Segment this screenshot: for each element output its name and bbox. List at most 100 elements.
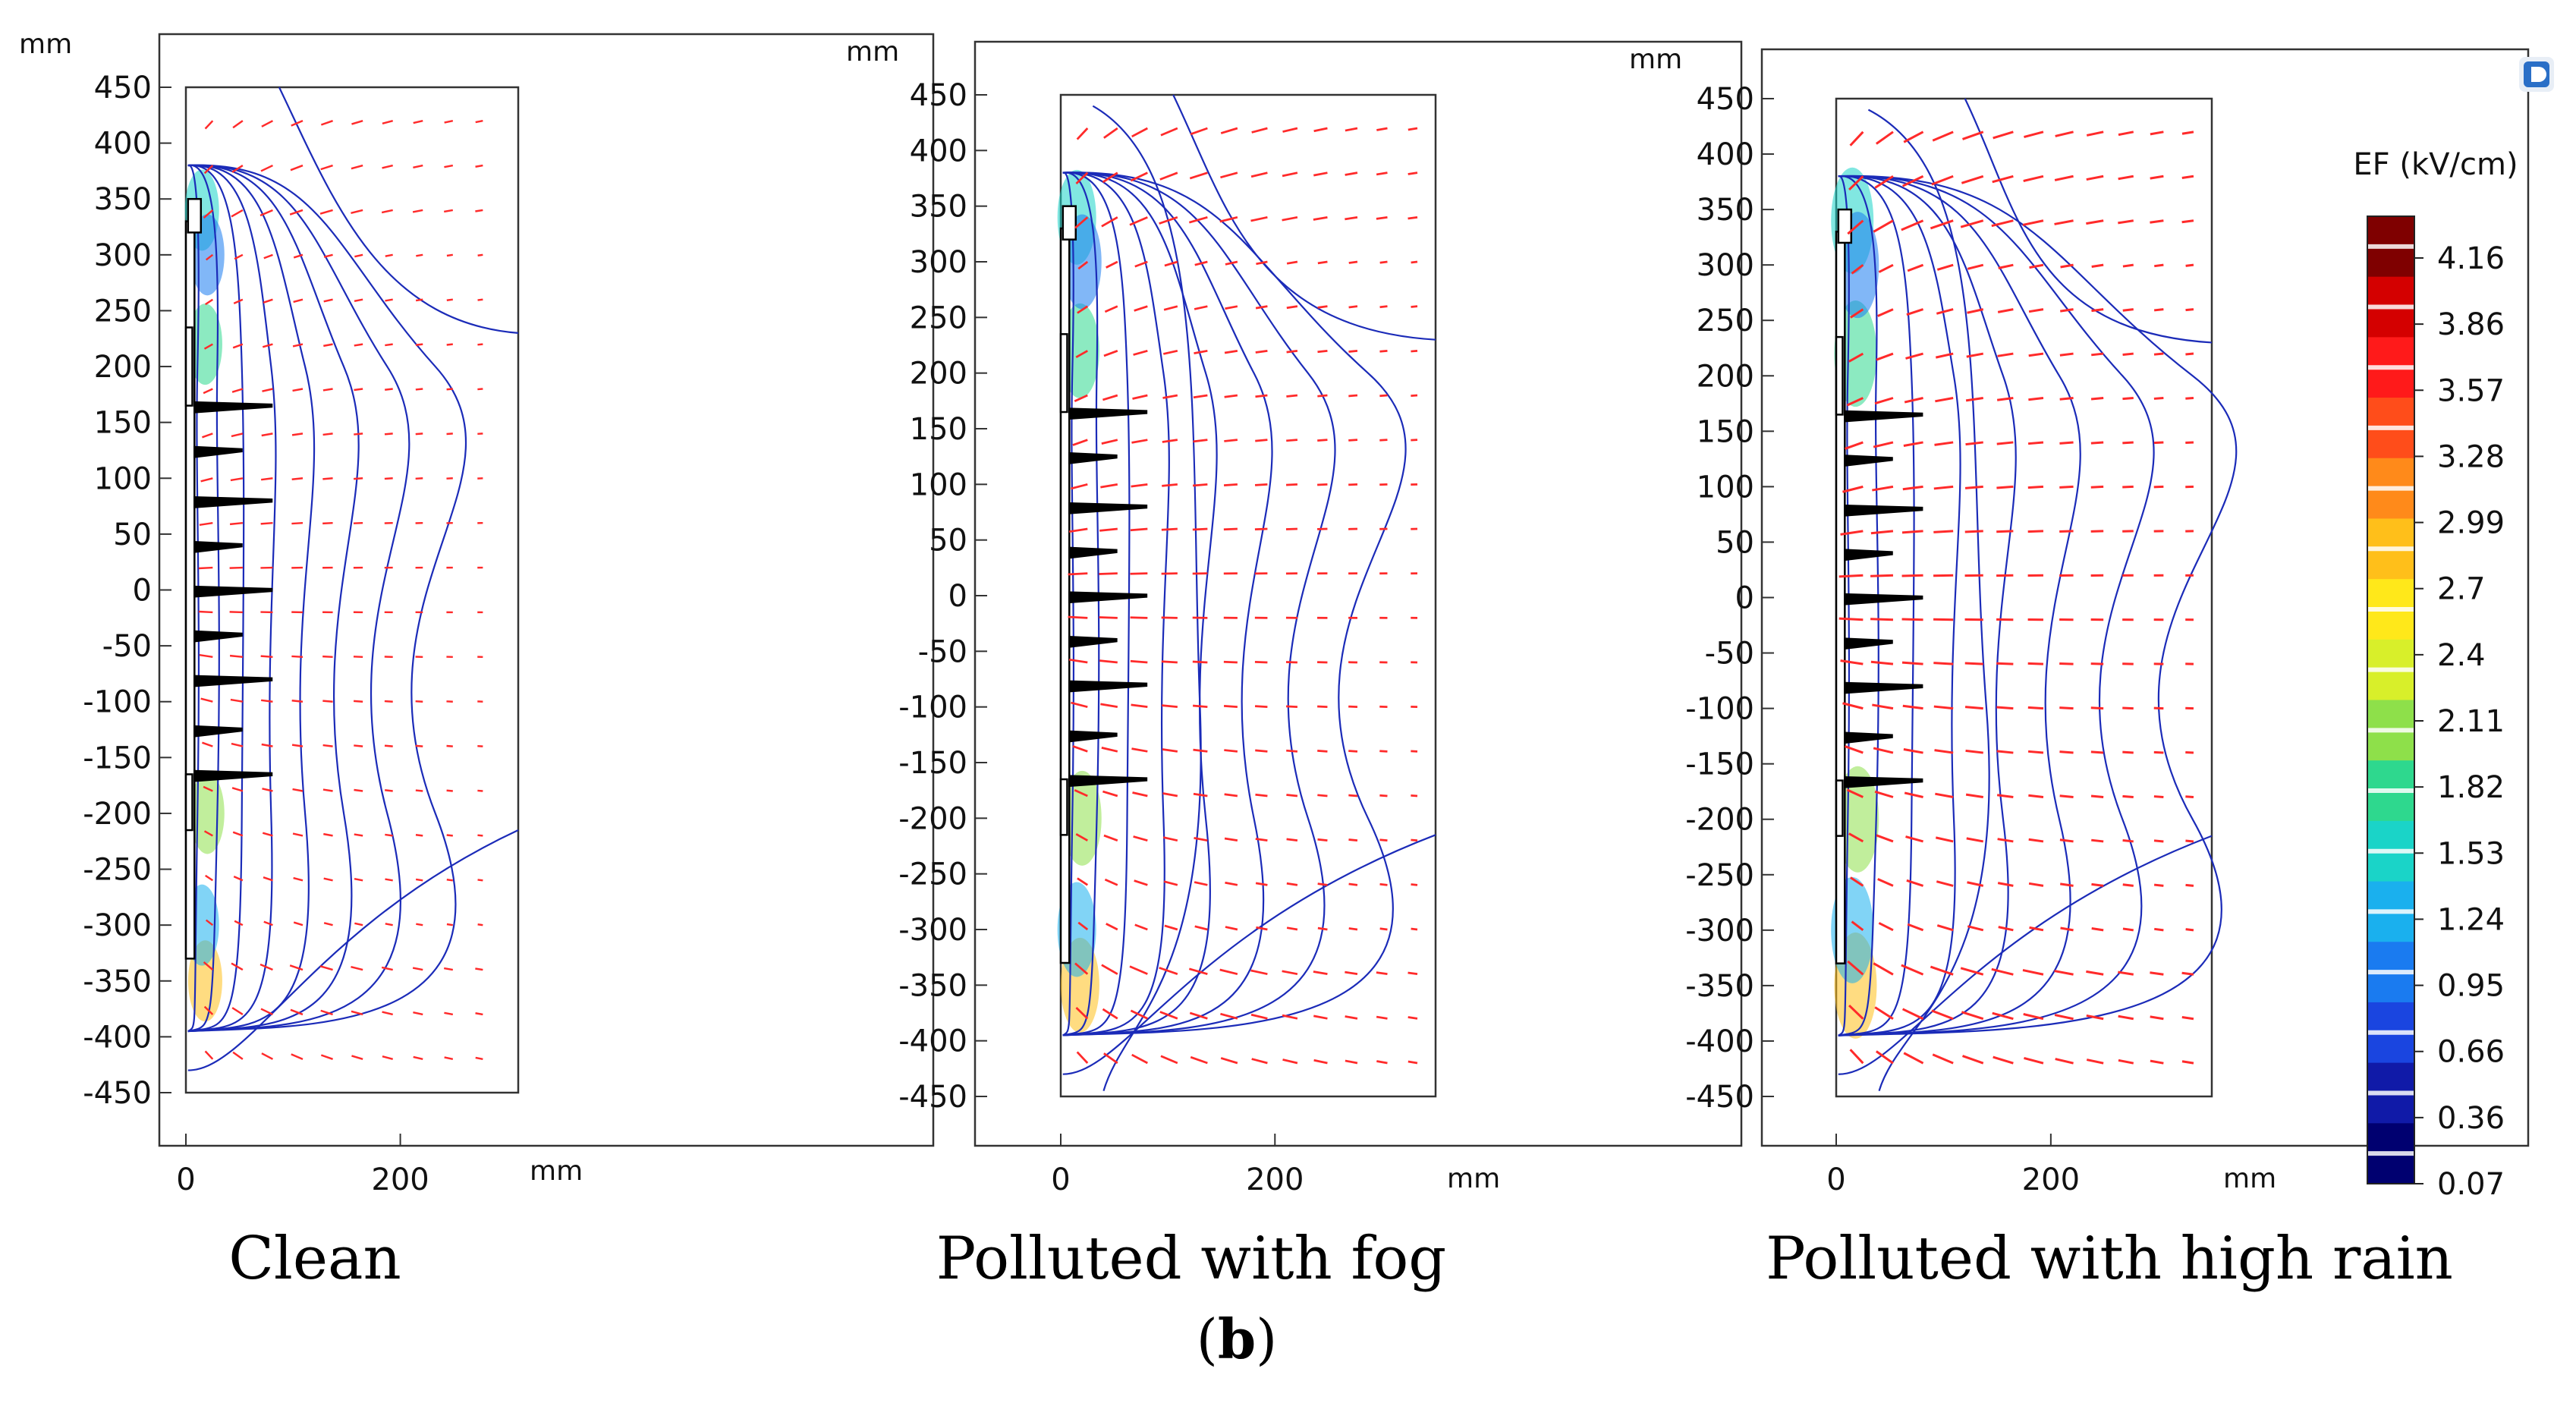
field-arrow	[260, 521, 273, 525]
field-arrow	[1903, 1052, 1924, 1065]
y-tick-label: 50	[1716, 525, 1754, 560]
contour-line	[1062, 171, 1407, 1037]
panel-caption: Clean	[228, 1225, 401, 1293]
field-arrow	[477, 343, 483, 346]
field-arrow	[1075, 1006, 1089, 1020]
field-arrow	[477, 834, 483, 837]
field-arrow	[292, 832, 304, 837]
y-tick-label: 250	[1697, 304, 1754, 338]
field-arrow	[1317, 705, 1328, 709]
field-arrow	[1134, 879, 1148, 886]
field-arrow	[1906, 308, 1924, 316]
field-arrow	[351, 119, 363, 125]
field-arrow	[444, 119, 454, 124]
field-arrow	[475, 119, 483, 124]
field-arrow	[1282, 970, 1298, 976]
field-arrow	[2028, 838, 2044, 843]
field-arrow	[415, 477, 423, 480]
field-arrow	[231, 962, 244, 971]
lower-end-fitting	[1835, 779, 1844, 837]
field-arrow	[1934, 441, 1954, 446]
field-arrow	[232, 831, 244, 837]
insulator-shed	[1068, 775, 1148, 788]
colorbar-tick-label: 1.82	[2437, 770, 2505, 805]
field-arrow	[2154, 927, 2164, 932]
field-arrow	[1840, 530, 1864, 536]
field-arrow	[1873, 747, 1894, 754]
field-arrow	[1996, 441, 2014, 445]
field-arrow	[416, 253, 423, 257]
field-arrow	[1077, 260, 1089, 270]
field-arrow	[2091, 927, 2104, 932]
field-arrow	[1193, 792, 1208, 797]
field-arrow	[2150, 1059, 2164, 1065]
field-arrow	[444, 164, 454, 168]
field-arrow	[204, 1050, 214, 1060]
y-tick-label: -300	[898, 913, 967, 948]
field-arrow	[1345, 215, 1358, 221]
field-arrow	[262, 388, 273, 392]
field-arrow	[1106, 260, 1118, 269]
field-arrow	[446, 744, 453, 747]
field-arrow	[2027, 750, 2044, 754]
field-arrow	[2181, 131, 2194, 135]
field-arrow	[351, 1010, 363, 1016]
field-arrow	[415, 433, 423, 436]
field-arrow	[2027, 662, 2044, 665]
field-arrow	[1133, 835, 1148, 841]
field-arrow	[1993, 131, 2014, 140]
field-arrow	[1255, 439, 1268, 442]
field-arrow	[1348, 260, 1358, 264]
contour-line	[187, 164, 360, 1033]
field-arrow	[1102, 171, 1118, 184]
x-tick-label: 200	[2022, 1162, 2080, 1197]
field-arrow	[1131, 703, 1148, 709]
field-arrow	[1907, 923, 1924, 932]
lower-end-fitting	[1059, 778, 1068, 836]
field-arrow	[412, 967, 423, 971]
field-arrow	[1872, 485, 1894, 492]
field-arrow	[322, 433, 333, 436]
y-tick-label: 50	[929, 524, 967, 558]
insulator-shed	[1844, 731, 1893, 744]
field-arrow	[1876, 352, 1894, 361]
field-arrow	[1905, 835, 1923, 843]
field-arrow	[416, 923, 423, 926]
field-arrow	[475, 164, 483, 168]
field-arrow	[229, 521, 244, 526]
field-arrow	[1313, 171, 1328, 177]
upper-end-fitting	[184, 326, 193, 407]
field-arrow	[1286, 483, 1298, 486]
field-arrow	[263, 298, 273, 304]
field-arrow	[1408, 971, 1418, 976]
field-arrow	[1072, 439, 1088, 446]
panel-caption: Polluted with fog	[936, 1225, 1446, 1293]
field-arrow	[319, 209, 333, 215]
y-tick-label: 250	[94, 294, 152, 329]
field-arrow	[320, 120, 333, 126]
field-arrow	[260, 1008, 273, 1016]
field-arrow	[1348, 705, 1358, 709]
insulator-shed	[1068, 680, 1148, 693]
field-arrow	[1250, 969, 1268, 976]
field-arrow	[2150, 971, 2164, 976]
insulator-shed	[1844, 637, 1893, 650]
y-tick-label: -200	[1685, 803, 1754, 838]
field-arrow	[1286, 705, 1298, 709]
field-arrow	[385, 388, 393, 391]
y-tick-label: 100	[94, 461, 152, 496]
field-arrow	[1901, 964, 1924, 976]
field-arrow	[1408, 1016, 1418, 1020]
field-arrow	[230, 698, 244, 703]
y-tick-label: -100	[898, 690, 967, 725]
field-arrow	[1103, 127, 1118, 139]
field-arrow	[2059, 838, 2074, 843]
field-arrow	[1846, 788, 1864, 798]
top-fitting	[1837, 208, 1853, 244]
field-arrow	[1965, 441, 1983, 446]
field-arrow	[234, 253, 244, 260]
insulator-profile	[184, 197, 273, 960]
field-arrow	[2059, 397, 2074, 401]
field-arrow	[2059, 662, 2074, 665]
